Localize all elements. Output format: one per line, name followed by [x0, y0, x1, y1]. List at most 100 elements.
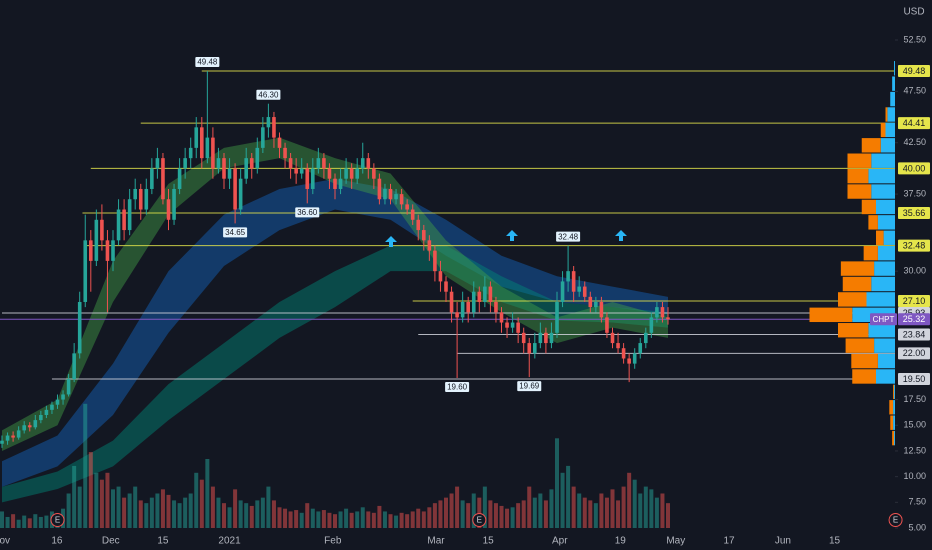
volume-bar — [399, 512, 404, 528]
candle-body — [261, 127, 265, 148]
profile-buy — [868, 323, 895, 338]
volume-bar — [382, 511, 387, 528]
candle-body — [632, 353, 637, 364]
volume-bar — [549, 489, 554, 528]
candle-body — [349, 168, 354, 179]
volume-bar — [555, 438, 559, 528]
level-tag — [898, 373, 930, 386]
level-tag-label: 19.50 — [903, 374, 926, 384]
profile-buy — [894, 430, 895, 446]
candle-body — [211, 137, 215, 169]
volume-bar — [183, 497, 188, 528]
volume-bar — [299, 512, 304, 528]
volume-bar — [471, 493, 476, 528]
x-tick-label: 15 — [157, 536, 169, 547]
candle-body — [616, 343, 620, 349]
volume-bar — [83, 403, 88, 528]
candle-body — [0, 440, 4, 444]
volume-bar — [294, 510, 299, 528]
volume-bar — [38, 516, 43, 528]
level-tag-label: 44.41 — [903, 118, 926, 128]
candle-body — [122, 209, 126, 231]
candle-body — [77, 301, 82, 354]
signal-arrow — [385, 236, 397, 247]
volume-bar — [421, 511, 426, 528]
volume-bar — [516, 503, 521, 528]
volume-bar — [666, 503, 670, 528]
volume-bar — [571, 486, 576, 528]
volume-bar — [405, 514, 410, 528]
volume-bar — [654, 497, 659, 528]
volume-bar — [649, 489, 654, 528]
volume-bar — [593, 503, 598, 528]
volume-bar — [488, 500, 493, 528]
candle-body — [166, 199, 171, 220]
candle-body — [66, 379, 71, 395]
volume-bar — [127, 493, 132, 528]
volume-bar — [99, 479, 104, 528]
candle-body — [521, 332, 526, 344]
volume-bar — [344, 508, 349, 528]
volume-bar — [616, 500, 621, 528]
volume-bar — [360, 507, 365, 528]
candle-body — [327, 168, 332, 179]
profile-sell — [842, 276, 872, 292]
candle-body — [538, 332, 543, 344]
price-annotation-box — [445, 382, 470, 393]
volume-bar — [388, 514, 393, 528]
volume-bar — [432, 503, 437, 528]
volume-bar — [643, 486, 648, 528]
candle-body — [277, 137, 282, 148]
candle-body — [305, 168, 310, 189]
x-tick-label: 15 — [829, 536, 841, 547]
level-tag — [898, 239, 930, 252]
volume-bar — [444, 497, 448, 528]
price-axis: ov 16 Dec 15 2021 Feb Mar 15 Apr 19 May 17 Jun 15 52.5… — [0, 34, 930, 547]
level-tag-label: 49.48 — [903, 66, 926, 76]
candle-body — [155, 158, 160, 169]
volume-bar — [566, 465, 571, 528]
level-tag — [898, 65, 930, 78]
profile-sell — [809, 307, 853, 323]
profile-sell — [889, 400, 894, 415]
volume-bar — [133, 486, 138, 528]
volume-bar — [505, 508, 510, 528]
candle-body — [549, 332, 554, 344]
profile-buy — [894, 384, 895, 400]
candle-body — [571, 271, 576, 292]
volume-bar — [493, 503, 498, 528]
price-annotation-box — [256, 89, 281, 100]
candle-body — [533, 343, 537, 354]
volume-bar — [599, 493, 604, 528]
level-tag — [898, 294, 930, 307]
volume-bar — [377, 505, 382, 528]
candle-body — [466, 301, 470, 313]
volume-bar — [205, 459, 210, 528]
profile-buy — [871, 153, 895, 168]
x-tick-label: Dec — [102, 536, 120, 547]
candle-body — [138, 188, 143, 210]
volume-bar — [604, 497, 609, 528]
profile-buy — [883, 230, 895, 245]
candle-body — [338, 178, 343, 189]
volume-bar — [177, 503, 182, 528]
volume-bar — [271, 500, 276, 528]
candle-body — [161, 158, 165, 200]
candle-body — [516, 322, 520, 333]
candle-body — [510, 322, 515, 328]
price-annotation: 19.60 — [447, 383, 468, 392]
profile-sell — [847, 168, 869, 184]
candle-body — [427, 240, 432, 251]
volume-bar — [172, 500, 177, 528]
plot-area — [0, 61, 895, 528]
volume-bar — [288, 511, 293, 528]
candle-body — [610, 332, 615, 344]
candle-body — [322, 158, 326, 169]
candle-body — [150, 168, 154, 189]
level-tag — [898, 207, 930, 220]
volume-bar — [416, 508, 421, 528]
volume-bar — [316, 511, 321, 528]
profile-buy — [887, 107, 895, 122]
